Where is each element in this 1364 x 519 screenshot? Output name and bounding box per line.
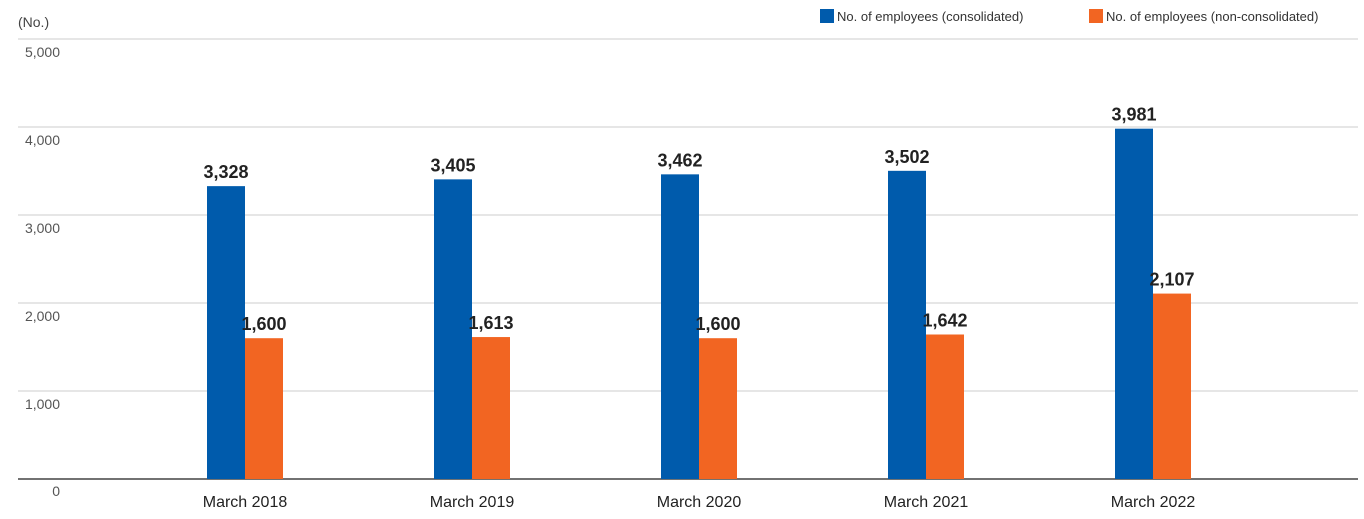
data-label: 1,613	[468, 313, 513, 333]
y-tick-label: 5,000	[25, 44, 60, 60]
bar	[1115, 128, 1153, 479]
bar	[926, 334, 964, 479]
data-label: 1,642	[922, 311, 967, 331]
bar	[434, 179, 472, 480]
data-label: 3,981	[1111, 105, 1156, 125]
y-tick-label: 2,000	[25, 308, 60, 324]
data-label: 3,328	[203, 162, 248, 182]
x-tick-label: March 2021	[884, 494, 969, 511]
data-label: 3,405	[430, 155, 475, 175]
legend-label: No. of employees (non-consolidated)	[1106, 9, 1318, 24]
y-tick-label: 1,000	[25, 396, 60, 412]
data-label: 1,600	[241, 314, 286, 334]
legend: No. of employees (consolidated) No. of em…	[820, 9, 1318, 24]
bars	[207, 128, 1191, 480]
data-label: 3,502	[884, 147, 929, 167]
y-tick-label: 4,000	[25, 132, 60, 148]
legend-label: No. of employees (consolidated)	[837, 9, 1023, 24]
y-tick-label: 3,000	[25, 220, 60, 236]
y-axis-ticks: 0 1,000 2,000 3,000 4,000 5,000	[25, 44, 60, 499]
data-label: 1,600	[695, 314, 740, 334]
y-unit-label: (No.)	[18, 14, 49, 30]
x-tick-label: March 2022	[1111, 494, 1196, 511]
bar	[245, 338, 283, 479]
legend-swatch	[1089, 9, 1103, 23]
x-axis-ticks: March 2018 March 2019 March 2020 March 2021…	[203, 494, 1196, 511]
bar	[699, 338, 737, 479]
bar	[661, 174, 699, 479]
bar	[207, 186, 245, 480]
x-tick-label: March 2019	[430, 494, 515, 511]
y-tick-label: 0	[52, 483, 60, 499]
bar	[1153, 293, 1191, 479]
bar	[472, 337, 510, 479]
data-label: 3,462	[657, 150, 702, 170]
data-label: 2,107	[1149, 270, 1194, 290]
data-labels: 3,328 1,600 3,405 1,613 3,462 1,600 3,502 1,642…	[203, 105, 1194, 335]
x-tick-label: March 2018	[203, 494, 288, 511]
bar	[888, 170, 926, 479]
legend-swatch	[820, 9, 834, 23]
x-tick-label: March 2020	[657, 494, 742, 511]
